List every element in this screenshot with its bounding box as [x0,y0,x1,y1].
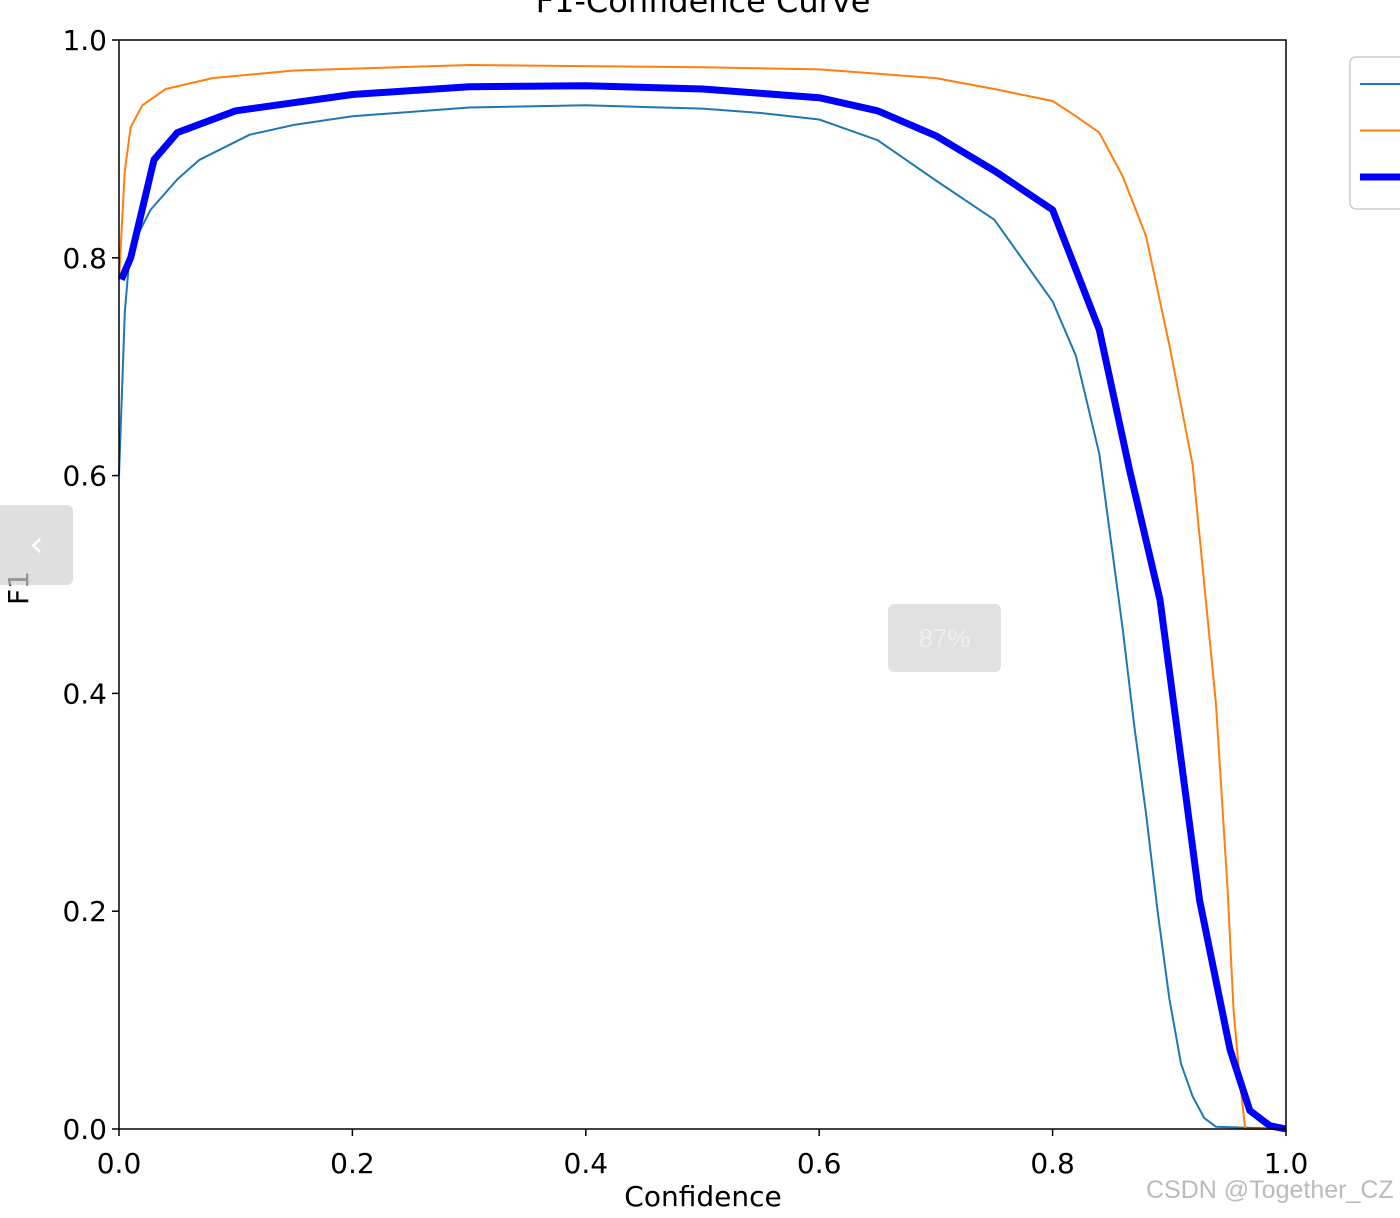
series-line [118,64,1286,1130]
x-tick-label: 0.4 [564,1147,609,1180]
x-tick-label: 1.0 [1264,1147,1309,1180]
chart-title: F1-Confidence Curve [536,0,871,20]
y-tick-label: 0.2 [62,895,107,928]
x-tick-label: 0.2 [330,1147,375,1180]
x-tick-label: 0.6 [797,1147,842,1180]
series-line [118,104,1287,1130]
y-tick-label: 0.4 [62,677,107,710]
y-tick-label: 0.6 [62,460,107,493]
legend-box [1349,56,1400,210]
series-line [118,82,1287,1133]
zoom-indicator: 87% [888,604,1001,672]
y-tick-label: 1.0 [62,24,107,57]
y-tick-label: 0.8 [62,242,107,275]
watermark: CSDN @Together_CZ [1146,1176,1394,1204]
plot-frame [118,39,1287,1130]
x-axis-label: Confidence [624,1180,781,1213]
prev-button[interactable]: ‹ [0,505,73,585]
y-tick-label: 0.0 [62,1113,107,1146]
x-tick-label: 0.8 [1030,1147,1075,1180]
x-tick-label: 0.0 [97,1147,142,1180]
